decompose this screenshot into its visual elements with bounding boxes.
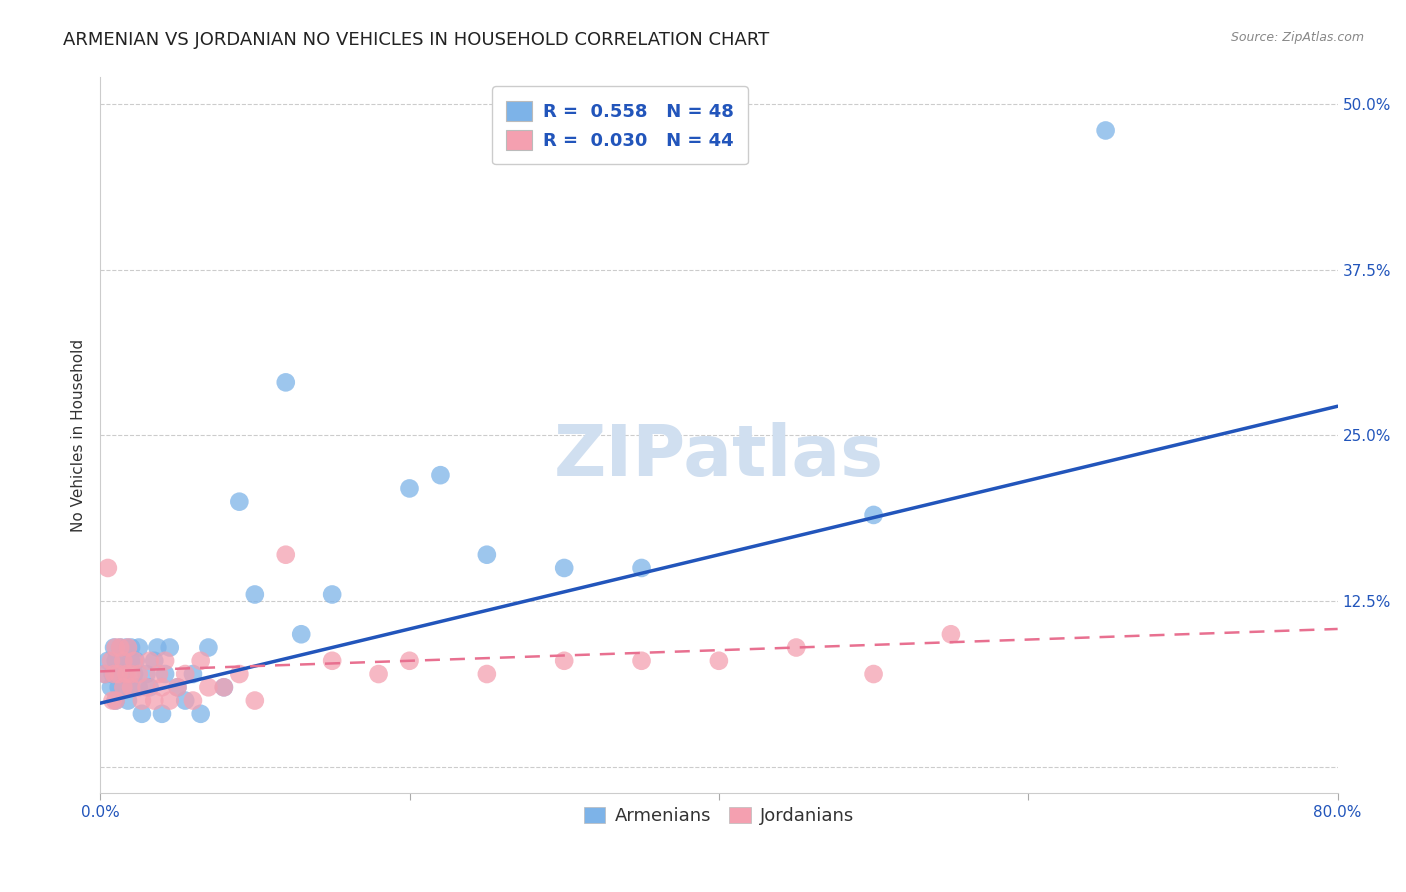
Point [117, 640, 139, 655]
Point [181, 693, 204, 707]
Point [101, 667, 124, 681]
Point [112, 681, 135, 695]
Point [117, 693, 139, 707]
Point [707, 654, 730, 668]
Point [429, 468, 451, 483]
Point [120, 681, 142, 695]
Point [111, 667, 134, 681]
Point [135, 667, 157, 681]
Point [128, 640, 150, 655]
Point [128, 667, 150, 681]
Point [107, 681, 129, 695]
Point [398, 654, 420, 668]
Point [197, 640, 219, 655]
Point [153, 667, 176, 681]
Point [197, 681, 219, 695]
Point [243, 587, 266, 601]
Point [212, 681, 235, 695]
Point [103, 640, 125, 655]
Point [174, 667, 197, 681]
Point [100, 681, 122, 695]
Point [94, 667, 117, 681]
Point [135, 681, 157, 695]
Point [153, 654, 176, 668]
Point [122, 654, 145, 668]
Point [94, 667, 117, 681]
Point [321, 587, 343, 601]
Point [243, 693, 266, 707]
Point [131, 706, 153, 721]
Point [475, 667, 498, 681]
Point [190, 706, 212, 721]
Point [138, 654, 160, 668]
Point [785, 640, 807, 655]
Point [159, 693, 181, 707]
Point [120, 640, 142, 655]
Point [166, 681, 188, 695]
Legend: Armenians, Jordanians: Armenians, Jordanians [575, 798, 863, 834]
Point [1094, 123, 1116, 137]
Point [103, 667, 125, 681]
Point [107, 667, 129, 681]
Point [228, 494, 250, 508]
Point [553, 561, 575, 575]
Point [630, 561, 652, 575]
Point [101, 693, 124, 707]
Point [115, 667, 138, 681]
Point [862, 667, 884, 681]
Point [212, 681, 235, 695]
Point [290, 627, 312, 641]
Text: Source: ZipAtlas.com: Source: ZipAtlas.com [1230, 31, 1364, 45]
Point [274, 548, 297, 562]
Point [553, 654, 575, 668]
Point [862, 508, 884, 522]
Point [97, 654, 120, 668]
Point [228, 667, 250, 681]
Point [146, 640, 169, 655]
Point [112, 681, 135, 695]
Point [939, 627, 962, 641]
Point [143, 693, 166, 707]
Point [104, 693, 127, 707]
Point [274, 376, 297, 390]
Point [125, 654, 148, 668]
Point [138, 681, 160, 695]
Point [120, 667, 142, 681]
Point [190, 654, 212, 668]
Text: ZIPatlas: ZIPatlas [554, 423, 884, 491]
Point [112, 654, 135, 668]
Point [148, 667, 170, 681]
Point [110, 640, 132, 655]
Point [120, 681, 142, 695]
Point [367, 667, 389, 681]
Text: ARMENIAN VS JORDANIAN NO VEHICLES IN HOUSEHOLD CORRELATION CHART: ARMENIAN VS JORDANIAN NO VEHICLES IN HOU… [63, 31, 769, 49]
Point [181, 667, 204, 681]
Point [128, 681, 150, 695]
Point [475, 548, 498, 562]
Point [120, 654, 142, 668]
Point [114, 667, 136, 681]
Point [122, 667, 145, 681]
Point [110, 640, 132, 655]
Point [174, 693, 197, 707]
Point [159, 640, 181, 655]
Point [104, 654, 127, 668]
Point [100, 654, 122, 668]
Point [321, 654, 343, 668]
Point [398, 482, 420, 496]
Point [150, 681, 173, 695]
Point [131, 693, 153, 707]
Point [150, 706, 173, 721]
Point [115, 640, 138, 655]
Point [112, 654, 135, 668]
Point [104, 640, 127, 655]
Point [630, 654, 652, 668]
Point [166, 681, 188, 695]
Point [104, 693, 127, 707]
Y-axis label: No Vehicles in Household: No Vehicles in Household [72, 339, 86, 532]
Point [97, 561, 120, 575]
Point [143, 654, 166, 668]
